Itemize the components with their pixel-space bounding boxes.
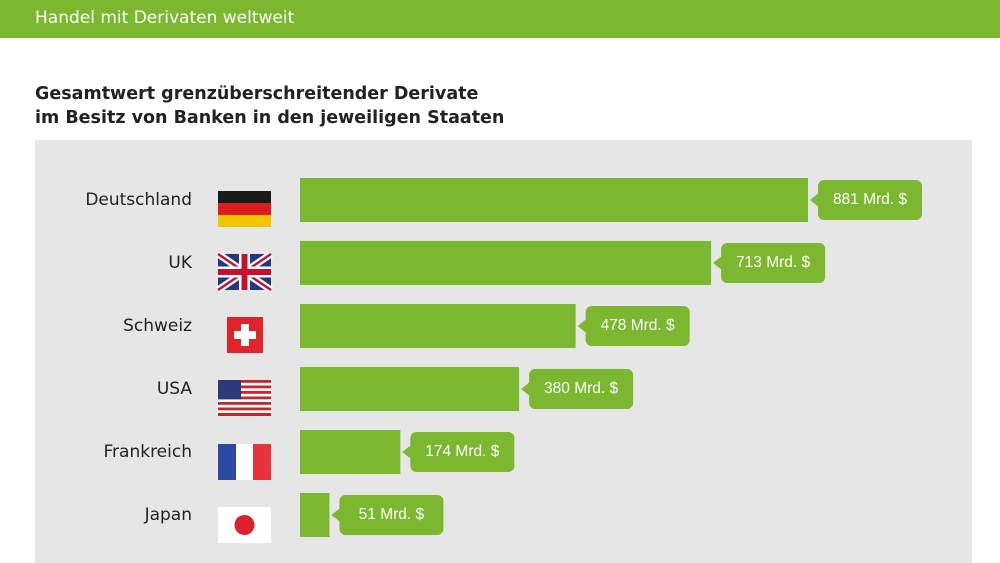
flag — [218, 444, 271, 480]
value-label: 881 Mrd. $ — [833, 191, 907, 208]
value-label-pointer — [713, 255, 724, 271]
value-label: 51 Mrd. $ — [359, 506, 425, 523]
value-label-box — [585, 306, 690, 346]
category-label: Deutschland — [85, 190, 192, 210]
value-label-pointer — [331, 507, 342, 523]
value-label-pointer — [521, 381, 532, 397]
flag — [218, 191, 271, 227]
chart-title: Gesamtwert grenzüberschreitender Derivat… — [35, 84, 479, 104]
bar — [300, 178, 808, 222]
value-label-box — [410, 432, 515, 472]
value-label: 478 Mrd. $ — [601, 317, 675, 334]
header-title: Handel mit Derivaten weltweit — [35, 8, 295, 28]
flag — [218, 507, 271, 543]
value-label-pointer — [810, 192, 820, 208]
value-label-box — [818, 180, 922, 220]
value-label: 713 Mrd. $ — [736, 254, 810, 271]
value-label-pointer — [577, 318, 588, 334]
flag — [227, 317, 263, 353]
value-label-box — [721, 243, 826, 283]
flag — [216, 251, 273, 293]
value-label: 380 Mrd. $ — [544, 380, 618, 397]
category-label: UK — [168, 253, 192, 273]
bar — [300, 493, 330, 537]
value-label-box — [529, 369, 634, 409]
value-label: 174 Mrd. $ — [425, 443, 499, 460]
bar — [300, 367, 520, 411]
category-label: USA — [157, 379, 193, 399]
chart-title: im Besitz von Banken in den jeweiligen S… — [35, 108, 504, 128]
bar — [300, 241, 712, 285]
value-label-pointer — [402, 444, 413, 460]
category-label: Japan — [144, 505, 192, 525]
bar — [300, 430, 401, 474]
bar — [300, 304, 576, 348]
category-label: Schweiz — [123, 316, 192, 336]
category-label: Frankreich — [104, 442, 193, 462]
header-bar — [0, 0, 1000, 38]
value-label-box — [339, 495, 444, 535]
flag — [218, 380, 271, 416]
